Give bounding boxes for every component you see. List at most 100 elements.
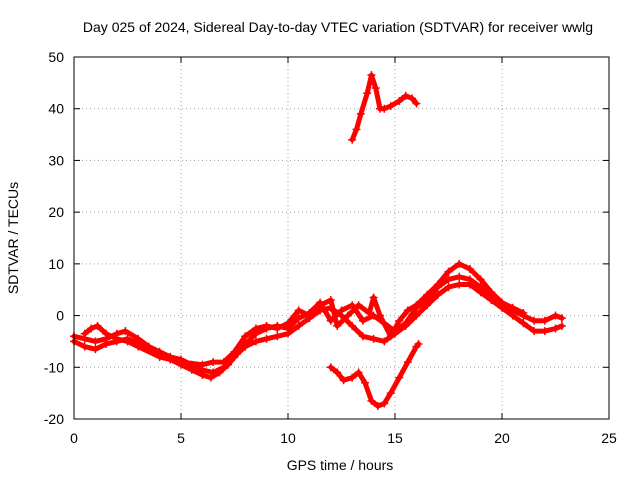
- data-point: [380, 399, 389, 408]
- data-point: [316, 301, 325, 310]
- data-point: [444, 275, 453, 284]
- data-point: [412, 301, 421, 310]
- data-point: [444, 267, 453, 276]
- data-point: [423, 290, 432, 299]
- x-axis-label: GPS time / hours: [287, 457, 394, 473]
- data-point: [386, 102, 395, 111]
- data-point: [433, 290, 442, 299]
- data-point: [361, 378, 370, 387]
- data-point: [333, 321, 342, 330]
- data-point: [551, 324, 560, 333]
- data-point: [369, 334, 378, 343]
- data-point: [348, 135, 357, 144]
- x-tick-label: 0: [70, 430, 78, 446]
- data-point: [305, 311, 314, 320]
- y-tick-label: 50: [48, 49, 64, 65]
- data-point: [348, 373, 357, 382]
- data-point: [401, 319, 410, 328]
- data-point: [551, 311, 560, 320]
- data-point: [219, 358, 228, 367]
- data-point: [326, 296, 335, 305]
- data-point: [386, 332, 395, 341]
- data-point: [412, 99, 421, 108]
- data-point: [465, 275, 474, 284]
- data-point: [519, 308, 528, 317]
- data-point: [326, 363, 335, 372]
- data-point: [367, 396, 376, 405]
- data-point: [414, 340, 423, 349]
- data-point: [91, 337, 100, 346]
- series-layer: [70, 71, 566, 411]
- data-point: [356, 109, 365, 118]
- data-point: [80, 342, 89, 351]
- data-point: [273, 332, 282, 341]
- data-point: [262, 334, 271, 343]
- data-point: [519, 319, 528, 328]
- data-point: [121, 327, 130, 336]
- data-point: [134, 342, 143, 351]
- tick-layer: 0 5 10 15 20 25 -20 -10 0 10 20 30 40 50: [44, 49, 617, 446]
- data-point: [102, 329, 111, 338]
- data-point: [403, 306, 412, 315]
- data-point: [408, 94, 417, 103]
- data-point: [380, 104, 389, 113]
- data-point: [371, 84, 380, 93]
- data-point: [557, 314, 566, 323]
- x-tick-label: 20: [494, 430, 510, 446]
- x-tick-label: 5: [177, 430, 185, 446]
- data-point: [557, 321, 566, 330]
- data-point: [251, 337, 260, 346]
- data-point: [367, 71, 376, 80]
- data-point: [455, 272, 464, 281]
- data-point: [294, 321, 303, 330]
- data-point: [363, 89, 372, 98]
- data-point: [358, 332, 367, 341]
- data-point: [530, 327, 539, 336]
- x-tick-label: 25: [601, 430, 617, 446]
- series-trace-c: [82, 261, 526, 368]
- data-point: [395, 96, 404, 105]
- data-point: [262, 321, 271, 330]
- data-point: [376, 311, 385, 320]
- data-point: [294, 306, 303, 315]
- data-point: [433, 280, 442, 289]
- data-point: [386, 389, 395, 398]
- data-point: [273, 324, 282, 333]
- data-point: [123, 337, 132, 346]
- data-point: [444, 283, 453, 292]
- y-tick-label: -20: [44, 411, 64, 427]
- data-point: [358, 316, 367, 325]
- data-point: [369, 293, 378, 302]
- data-point: [337, 306, 346, 315]
- data-point: [403, 358, 412, 367]
- data-point: [294, 314, 303, 323]
- data-point: [177, 358, 185, 367]
- data-point: [395, 373, 404, 382]
- data-point: [112, 334, 121, 343]
- data-point: [395, 316, 404, 325]
- y-axis-label: SDTVAR / TECUs: [5, 182, 21, 294]
- data-point: [206, 373, 215, 382]
- y-tick-label: 40: [48, 101, 64, 117]
- data-point: [91, 345, 100, 354]
- data-point: [80, 329, 89, 338]
- data-point: [365, 308, 374, 317]
- data-point: [198, 360, 207, 369]
- data-point: [380, 337, 389, 346]
- grid-layer: [74, 57, 609, 419]
- y-tick-label: -10: [44, 359, 64, 375]
- data-point: [134, 334, 143, 343]
- data-point: [87, 324, 96, 333]
- data-point: [476, 275, 485, 284]
- x-tick-label: 15: [387, 430, 403, 446]
- chart-title: Day 025 of 2024, Sidereal Day-to-day VTE…: [83, 19, 593, 35]
- data-point: [230, 347, 239, 356]
- data-point: [540, 327, 549, 336]
- y-tick-label: 20: [48, 204, 64, 220]
- data-point: [455, 259, 464, 268]
- data-point: [455, 280, 464, 289]
- data-point: [93, 321, 102, 330]
- x-tick-label: 10: [280, 430, 296, 446]
